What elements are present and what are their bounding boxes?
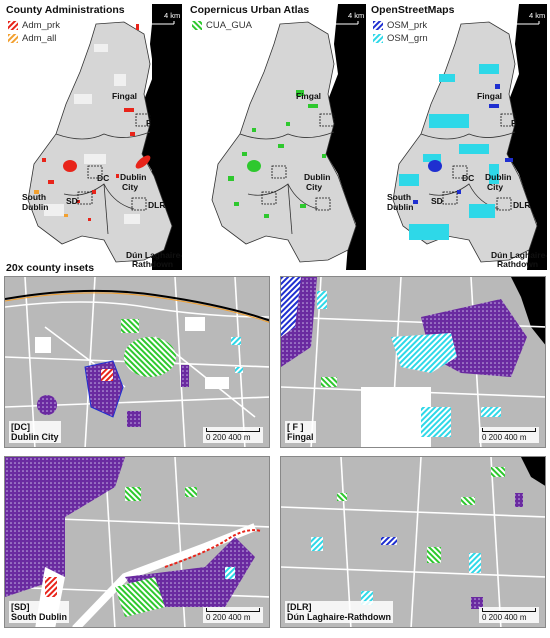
county-map: Fingal DC F SD DLR Dublin City South Dub… (22, 4, 182, 270)
inset-label: [DC] Dublin City (9, 421, 61, 443)
svg-text:Dublin: Dublin (22, 202, 48, 212)
svg-text:Dublin: Dublin (304, 172, 330, 182)
insets-title: 20x county insets (6, 262, 95, 274)
svg-text:DC: DC (462, 173, 474, 183)
inset-label: [SD] South Dublin (9, 601, 69, 623)
label-fingal: Fingal (112, 91, 137, 101)
svg-text:F: F (511, 118, 516, 128)
legend-swatch (8, 34, 18, 43)
label-dublin-city: Dublin (120, 172, 146, 182)
panel-openstreetmaps: Fingal DC F SD DLR Dublin City South Dub… (369, 4, 547, 270)
svg-text:City: City (306, 182, 322, 192)
legend-item-osm-prk: OSM_prk (373, 20, 427, 31)
inset-scale-bar: 0 200 400 m (479, 607, 539, 623)
legend-swatch (373, 21, 383, 30)
svg-text:Fingal: Fingal (296, 91, 321, 101)
legend-item-osm-grn: OSM_grn (373, 33, 428, 44)
legend-swatch (8, 21, 18, 30)
inset-dun-laghaire-rathdown: [DLR] Dún Laghaire-Rathdown 0 200 400 m (280, 456, 546, 628)
inset-scale-bar: 0 200 400 m (203, 607, 263, 623)
svg-text:City: City (487, 182, 503, 192)
inset-south-dublin: [SD] South Dublin 0 200 400 m (4, 456, 270, 628)
label-south-dublin: South (22, 192, 46, 202)
scale-bar: 0 4 km (146, 11, 180, 25)
svg-text:Dublin: Dublin (485, 172, 511, 182)
svg-text:Rathdown: Rathdown (132, 259, 173, 269)
label-dlr: Dún Laghaire- (126, 250, 182, 260)
inset-scale-bar: 0 200 400 m (203, 427, 263, 443)
inset-label: [ F ] Fingal (285, 421, 316, 443)
svg-text:SD: SD (431, 196, 443, 206)
box-label-sd: SD (66, 196, 78, 206)
inset-map (5, 457, 269, 627)
panel-title: County Administrations (6, 4, 125, 16)
osm-map: Fingal DC F SD DLR Dublin City South Dub… (387, 4, 547, 270)
inset-map (281, 277, 545, 447)
svg-text:Rathdown: Rathdown (497, 259, 538, 269)
inset-scale-bar: 0 200 400 m (479, 427, 539, 443)
box-label-dlr: DLR (148, 200, 165, 210)
box-label-dc: DC (97, 173, 109, 183)
svg-text:4 km: 4 km (529, 11, 545, 20)
panel-title: OpenStreetMaps (371, 4, 455, 16)
legend-item-adm-prk: Adm_prk (8, 20, 60, 31)
svg-text:Dublin: Dublin (387, 202, 413, 212)
svg-text:0: 0 (146, 11, 150, 20)
svg-text:City: City (122, 182, 138, 192)
panel-title: Copernicus Urban Atlas (190, 4, 310, 16)
inset-label: [DLR] Dún Laghaire-Rathdown (285, 601, 393, 623)
svg-text:0: 0 (330, 11, 334, 20)
svg-text:Fingal: Fingal (477, 91, 502, 101)
svg-text:Dún Laghaire-: Dún Laghaire- (491, 250, 547, 260)
svg-text:South: South (387, 192, 411, 202)
legend-swatch (373, 34, 383, 43)
legend-item-cua-gua: CUA_GUA (192, 20, 252, 31)
panel-county-administrations: Fingal DC F SD DLR Dublin City South Dub… (4, 4, 182, 270)
county-outline (27, 21, 173, 263)
inset-map (5, 277, 269, 447)
inset-dublin-city: [DC] Dublin City 0 200 400 m (4, 276, 270, 448)
inset-fingal: [ F ] Fingal 0 200 400 m (280, 276, 546, 448)
box-label-f: F (146, 118, 151, 128)
svg-text:4 km: 4 km (164, 11, 180, 20)
svg-text:0: 0 (511, 11, 515, 20)
copernicus-map: Fingal Dublin City 0 4 km (211, 4, 366, 270)
svg-text:4 km: 4 km (348, 11, 364, 20)
legend-item-adm-all: Adm_all (8, 33, 56, 44)
svg-text:DLR: DLR (513, 200, 530, 210)
legend-swatch (192, 21, 202, 30)
panel-copernicus-urban-atlas: Fingal Dublin City 0 4 km Copernicus Urba… (188, 4, 366, 270)
